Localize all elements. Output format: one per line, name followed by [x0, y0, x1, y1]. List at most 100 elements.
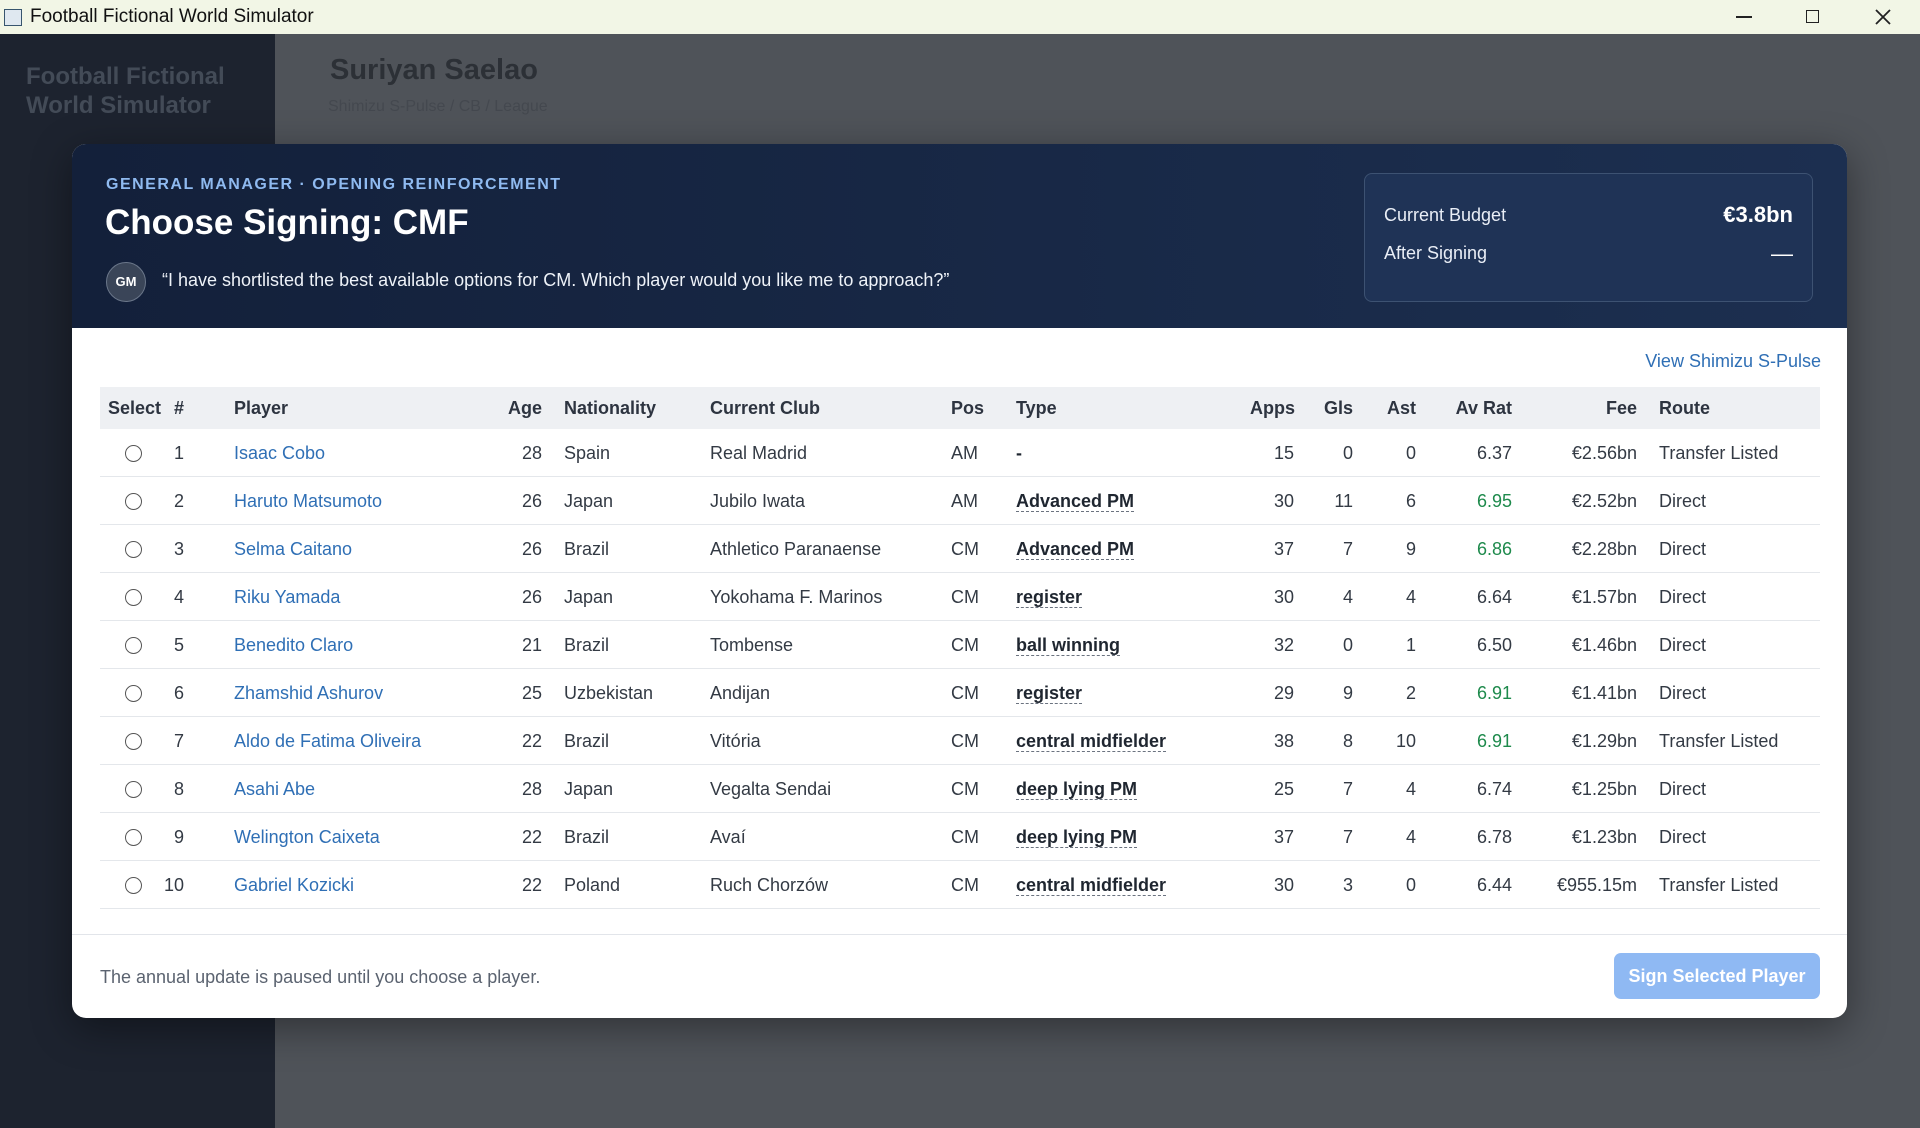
club-link[interactable]: View Shimizu S-Pulse: [1645, 351, 1821, 371]
cell-player[interactable]: Haruto Matsumoto: [234, 491, 383, 511]
cell-nationality: Uzbekistan: [564, 683, 654, 703]
restore-button[interactable]: [1806, 10, 1819, 23]
cell-fee: €2.52bn: [1571, 491, 1637, 511]
player-type: deep lying PM: [1016, 813, 1246, 861]
cell-route: Direct: [1659, 539, 1707, 559]
minimize-button[interactable]: [1736, 16, 1752, 18]
cell-nationality: Japan: [564, 587, 614, 607]
select-radio[interactable]: [125, 541, 142, 558]
cell-age: 28: [521, 443, 542, 463]
column-header: Gls: [1323, 398, 1353, 418]
cell-player[interactable]: Gabriel Kozicki: [234, 875, 355, 895]
cell-rating: 6.44: [1476, 875, 1512, 895]
row-divider: [100, 572, 1820, 573]
cell-fee: €1.23bn: [1571, 827, 1637, 847]
cell-player[interactable]: Selma Caitano: [234, 539, 353, 559]
cell-route: Direct: [1659, 779, 1707, 799]
player-type: register: [1016, 573, 1246, 621]
cell-pos: CM: [951, 683, 979, 703]
cell-pos: CM: [951, 827, 979, 847]
close-button[interactable]: [1874, 8, 1892, 26]
cell-pos: AM: [951, 491, 978, 511]
select-radio[interactable]: [125, 877, 142, 894]
cell-club: Yokohama F. Marinos: [710, 587, 883, 607]
cell-apps: 15: [1273, 443, 1294, 463]
row-divider: [100, 620, 1820, 621]
column-header: Fee: [1605, 398, 1637, 418]
cell-pos: CM: [951, 587, 979, 607]
select-radio[interactable]: [125, 637, 142, 654]
column-header: Current Club: [710, 398, 820, 418]
cell-club: Athletico Paranaense: [710, 539, 882, 559]
cell-player[interactable]: Aldo de Fatima Oliveira: [234, 731, 422, 751]
cell-nationality: Japan: [564, 779, 614, 799]
cell-player[interactable]: Isaac Cobo: [234, 443, 326, 463]
column-header: Av Rat: [1455, 398, 1512, 418]
cell-club: Vitória: [710, 731, 761, 751]
cell-player[interactable]: Zhamshid Ashurov: [234, 683, 384, 703]
column-header: Route: [1659, 398, 1710, 418]
cell-nationality: Brazil: [564, 635, 610, 655]
select-radio[interactable]: [125, 829, 142, 846]
player-type-text: central midfielder: [1016, 731, 1167, 752]
cell-fee: €1.29bn: [1571, 731, 1637, 751]
cell-rating: 6.95: [1476, 491, 1512, 511]
cell-age: 28: [521, 779, 542, 799]
cell-route: Direct: [1659, 635, 1707, 655]
cell-player[interactable]: Benedito Claro: [234, 635, 354, 655]
footer-divider: [72, 934, 1847, 935]
signing-modal: GENERAL MANAGER · OPENING REINFORCEMENT …: [72, 144, 1847, 1018]
player-type-text: deep lying PM: [1016, 779, 1138, 800]
cell-rating: 6.78: [1476, 827, 1512, 847]
cell-nationality: Japan: [564, 491, 614, 511]
select-radio[interactable]: [125, 589, 142, 606]
select-radio[interactable]: [125, 733, 142, 750]
table-header: [100, 387, 1820, 429]
cell-gls: 0: [1342, 635, 1353, 655]
column-header: Age: [507, 398, 542, 418]
cell-player[interactable]: Riku Yamada: [234, 587, 341, 607]
cell-route: Transfer Listed: [1659, 731, 1779, 751]
row-divider: [100, 860, 1820, 861]
cell-rating: 6.91: [1476, 683, 1512, 703]
cell-nationality: Brazil: [564, 731, 610, 751]
budget-label: Current Budget: [1384, 205, 1507, 225]
select-radio[interactable]: [125, 781, 142, 798]
player-type-text: Advanced PM: [1016, 539, 1135, 560]
budget-value: €3.8bn: [1723, 202, 1793, 227]
cell-apps: 30: [1273, 587, 1294, 607]
cell-fee: €2.28bn: [1571, 539, 1637, 559]
player-type-text: register: [1016, 683, 1083, 704]
cell-pos: CM: [951, 539, 979, 559]
cell-ast: 0: [1405, 875, 1416, 895]
cell-age: 26: [521, 539, 542, 559]
cell-gls: 3: [1342, 875, 1353, 895]
column-header: Apps: [1250, 398, 1295, 418]
title-bar: Football Fictional World Simulator: [0, 0, 1920, 34]
cell-nationality: Spain: [564, 443, 611, 463]
background-player-name: Suriyan Saelao: [330, 54, 538, 86]
cell-rank: 2: [173, 491, 184, 511]
cell-ast: 0: [1405, 443, 1416, 463]
cell-player[interactable]: Welington Caixeta: [234, 827, 380, 847]
cell-fee: €1.25bn: [1571, 779, 1637, 799]
cell-age: 26: [521, 491, 542, 511]
cell-route: Direct: [1659, 587, 1707, 607]
select-radio[interactable]: [125, 445, 142, 462]
select-radio[interactable]: [125, 493, 142, 510]
cell-player[interactable]: Asahi Abe: [234, 779, 316, 799]
player-type-text: ball winning: [1016, 635, 1120, 656]
select-radio[interactable]: [125, 685, 142, 702]
gm-avatar: GM: [106, 262, 146, 302]
cell-club: Vegalta Sendai: [710, 779, 832, 799]
cell-gls: 11: [1334, 491, 1353, 511]
sign-button[interactable]: Sign Selected Player: [1614, 953, 1820, 999]
player-type: deep lying PM: [1016, 765, 1246, 813]
cell-apps: 38: [1273, 731, 1294, 751]
cell-apps: 25: [1273, 779, 1294, 799]
player-type-text: central midfielder: [1016, 875, 1167, 896]
cell-apps: 29: [1273, 683, 1294, 703]
cell-rating: 6.74: [1476, 779, 1512, 799]
row-divider: [100, 476, 1820, 477]
cell-apps: 30: [1273, 491, 1294, 511]
